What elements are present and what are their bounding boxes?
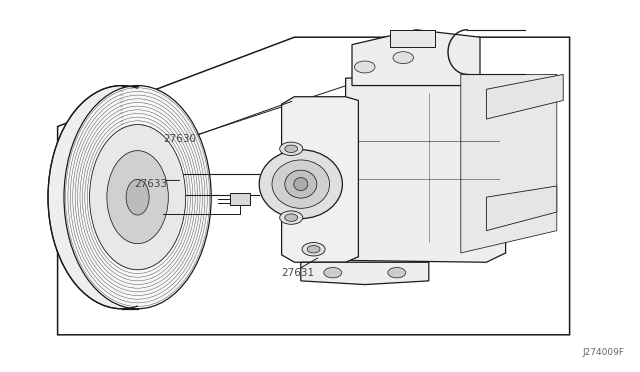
Polygon shape — [390, 30, 435, 46]
Ellipse shape — [285, 170, 317, 198]
Text: 27630: 27630 — [163, 135, 196, 144]
Ellipse shape — [107, 151, 168, 244]
Circle shape — [393, 52, 413, 64]
Text: 27631: 27631 — [282, 269, 315, 278]
Circle shape — [307, 246, 320, 253]
Polygon shape — [486, 74, 563, 119]
Polygon shape — [486, 186, 557, 231]
Polygon shape — [352, 30, 480, 86]
Circle shape — [355, 61, 375, 73]
Circle shape — [388, 267, 406, 278]
Text: J274009F: J274009F — [582, 348, 624, 357]
Polygon shape — [230, 193, 250, 205]
Polygon shape — [346, 76, 506, 262]
Circle shape — [285, 145, 298, 153]
Polygon shape — [301, 262, 429, 285]
Ellipse shape — [48, 86, 195, 309]
Ellipse shape — [272, 160, 330, 208]
Ellipse shape — [90, 125, 186, 270]
Ellipse shape — [294, 177, 308, 190]
Ellipse shape — [259, 150, 342, 218]
Text: 27633: 27633 — [134, 179, 168, 189]
Circle shape — [280, 211, 303, 224]
Circle shape — [324, 267, 342, 278]
Polygon shape — [282, 97, 358, 262]
Polygon shape — [461, 74, 557, 253]
Ellipse shape — [64, 86, 211, 309]
Circle shape — [302, 243, 325, 256]
Ellipse shape — [126, 179, 149, 215]
Circle shape — [285, 214, 298, 221]
Circle shape — [280, 142, 303, 155]
